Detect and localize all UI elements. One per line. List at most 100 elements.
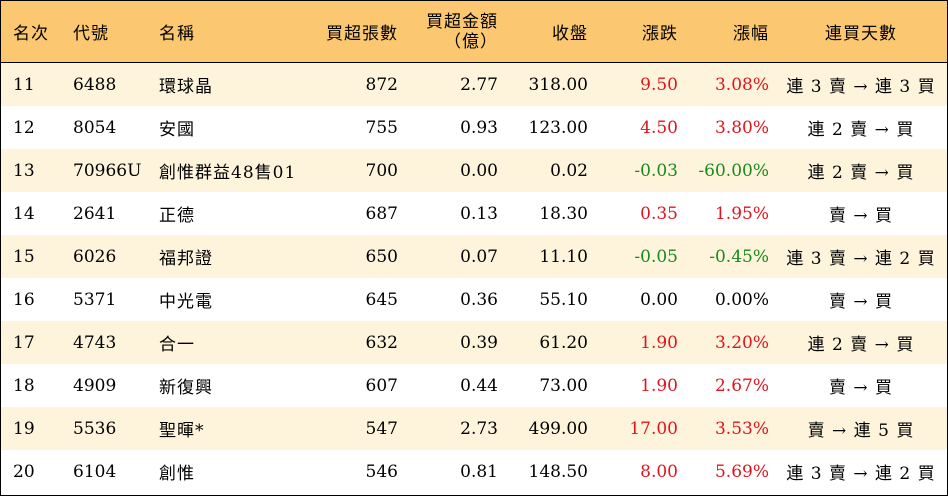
table-row: 12 8054 安國 755 0.93 123.00 4.50 3.80% 連 2 賣 → 買 — [1, 106, 947, 149]
net-buy-amount-cell: 0.44 — [460, 375, 498, 396]
table-header: 名次 代號 名稱 買超張數 買超金額 （億） 收盤 漲跌 漲幅 連買天數 — [1, 1, 947, 63]
rank-cell: 19 — [13, 418, 35, 439]
close-cell: 499.00 — [528, 418, 588, 439]
table-row: 18 4909 新復興 607 0.44 73.00 1.90 2.67% 賣 → 買 — [1, 364, 947, 407]
code-cell: 4909 — [73, 375, 117, 396]
name-cell: 創惟 — [159, 464, 195, 484]
streak-cell: 連 2 賣 → 買 — [807, 120, 915, 140]
change-pct-cell: -60.00% — [698, 160, 769, 181]
table-row: 20 6104 創惟 546 0.81 148.50 8.00 5.69% 連 3 賣 → 連 … — [1, 450, 947, 493]
change-cell: -0.03 — [634, 160, 678, 181]
net-buy-lots-cell: 755 — [365, 117, 398, 138]
name-cell: 合一 — [159, 335, 195, 355]
code-cell: 5371 — [73, 289, 117, 310]
table-row: 11 6488 環球晶 872 2.77 318.00 9.50 3.08% 連 3 賣 → 連… — [1, 63, 947, 106]
close-cell: 123.00 — [528, 117, 588, 138]
change-cell: 0.35 — [640, 203, 678, 224]
col-close-header: 收盤 — [552, 24, 588, 44]
change-pct-cell: 5.69% — [714, 461, 769, 482]
rank-cell: 14 — [13, 203, 35, 224]
change-pct-cell: 3.20% — [714, 332, 769, 353]
net-buy-lots-cell: 650 — [365, 246, 398, 267]
net-buy-amount-cell: 0.93 — [460, 117, 498, 138]
net-buy-lots-cell: 687 — [365, 203, 398, 224]
close-cell: 318.00 — [528, 74, 588, 95]
name-cell: 聖暉* — [159, 421, 205, 441]
code-cell: 6026 — [73, 246, 117, 267]
name-cell: 創惟群益48售01 — [159, 163, 297, 183]
rank-cell: 17 — [13, 332, 35, 353]
col-net-buy-lots-header: 買超張數 — [326, 24, 398, 44]
change-cell: -0.05 — [634, 246, 678, 267]
col-rank-header: 名次 — [13, 24, 49, 44]
table-row: 14 2641 正德 687 0.13 18.30 0.35 1.95% 賣 → 買 — [1, 192, 947, 235]
col-code-header: 代號 — [73, 24, 109, 44]
close-cell: 11.10 — [539, 246, 588, 267]
name-cell: 新復興 — [159, 378, 213, 398]
rank-cell: 16 — [13, 289, 35, 310]
close-cell: 148.50 — [528, 461, 588, 482]
change-cell: 4.50 — [640, 117, 678, 138]
net-buy-lots-cell: 632 — [365, 332, 398, 353]
change-pct-cell: 3.08% — [714, 74, 769, 95]
code-cell: 4743 — [73, 332, 117, 353]
net-buy-amount-cell: 2.77 — [460, 74, 498, 95]
streak-cell: 連 3 賣 → 連 3 買 — [786, 77, 936, 97]
change-cell: 17.00 — [629, 418, 678, 439]
net-buy-lots-cell: 645 — [365, 289, 398, 310]
change-pct-cell: -0.45% — [709, 246, 769, 267]
col-net-buy-amount-header: 買超金額 （億） — [401, 1, 498, 62]
name-cell: 福邦證 — [159, 249, 213, 269]
streak-cell: 連 3 賣 → 連 2 買 — [786, 464, 936, 484]
streak-cell: 連 2 賣 → 買 — [807, 335, 915, 355]
change-pct-cell: 1.95% — [714, 203, 769, 224]
table-row: 15 6026 福邦證 650 0.07 11.10 -0.05 -0.45% 連 3 賣 → … — [1, 235, 947, 278]
streak-cell: 賣 → 買 — [828, 206, 894, 226]
net-buy-lots-cell: 700 — [365, 160, 398, 181]
change-cell: 8.00 — [640, 461, 678, 482]
close-cell: 0.02 — [550, 160, 588, 181]
name-cell: 正德 — [159, 206, 195, 226]
close-cell: 18.30 — [539, 203, 588, 224]
rank-cell: 12 — [13, 117, 35, 138]
net-buy-lots-cell: 872 — [365, 74, 398, 95]
net-buy-amount-cell: 0.13 — [460, 203, 498, 224]
change-pct-cell: 3.53% — [714, 418, 769, 439]
net-buy-lots-cell: 547 — [365, 418, 398, 439]
rank-cell: 18 — [13, 375, 35, 396]
net-buy-amount-cell: 2.73 — [460, 418, 498, 439]
net-buy-amount-cell: 0.39 — [460, 332, 498, 353]
streak-cell: 賣 → 連 5 買 — [807, 421, 915, 441]
rank-cell: 13 — [13, 160, 35, 181]
rank-cell: 15 — [13, 246, 35, 267]
code-cell: 6104 — [73, 461, 117, 482]
col-streak-header: 連買天數 — [825, 24, 897, 44]
change-cell: 9.50 — [640, 74, 678, 95]
code-cell: 2641 — [73, 203, 117, 224]
code-cell: 5536 — [73, 418, 117, 439]
col-change-header: 漲跌 — [642, 24, 678, 44]
code-cell: 70966U — [73, 160, 142, 181]
col-name-header: 名稱 — [159, 24, 195, 44]
streak-cell: 連 3 賣 → 連 2 買 — [786, 249, 936, 269]
change-pct-cell: 2.67% — [714, 375, 769, 396]
col-net-buy-amount-line2: （億） — [444, 31, 498, 52]
net-buy-amount-cell: 0.00 — [460, 160, 498, 181]
net-buy-amount-cell: 0.07 — [460, 246, 498, 267]
table-row: 17 4743 合一 632 0.39 61.20 1.90 3.20% 連 2 賣 → 買 — [1, 321, 947, 364]
name-cell: 環球晶 — [159, 77, 213, 97]
name-cell: 中光電 — [159, 292, 213, 312]
rank-cell: 20 — [13, 461, 35, 482]
streak-cell: 賣 → 買 — [828, 292, 894, 312]
change-cell: 1.90 — [640, 375, 678, 396]
close-cell: 61.20 — [539, 332, 588, 353]
table-row: 19 5536 聖暉* 547 2.73 499.00 17.00 3.53% 賣 → 連 5 … — [1, 407, 947, 450]
table-row: 13 70966U 創惟群益48售01 700 0.00 0.02 -0.03 -60.00%… — [1, 149, 947, 192]
name-cell: 安國 — [159, 120, 195, 140]
code-cell: 8054 — [73, 117, 117, 138]
close-cell: 55.10 — [539, 289, 588, 310]
net-buy-lots-cell: 607 — [365, 375, 398, 396]
streak-cell: 賣 → 買 — [828, 378, 894, 398]
change-pct-cell: 0.00% — [714, 289, 769, 310]
